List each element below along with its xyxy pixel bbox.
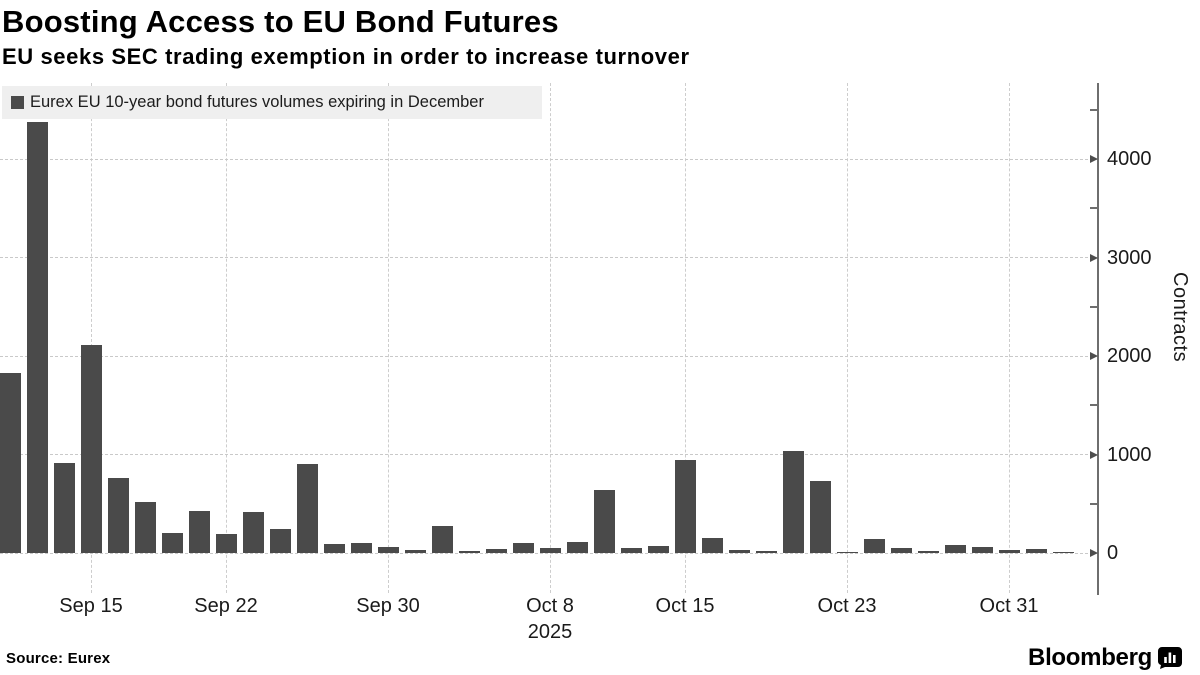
bar — [917, 550, 939, 553]
bar — [593, 489, 615, 553]
x-tick-label: Oct 31 — [979, 595, 1039, 617]
y-axis-line — [1097, 83, 1099, 595]
y-tick-label: 1000 — [1107, 443, 1152, 466]
bar — [971, 547, 993, 553]
x-gridline — [225, 83, 227, 593]
y-tick-arrow-icon — [1090, 253, 1098, 262]
y-minor-tick — [1090, 404, 1098, 407]
bar — [944, 545, 966, 553]
legend: Eurex EU 10-year bond futures volumes ex… — [2, 86, 542, 119]
bar — [458, 551, 480, 553]
x-axis-year-label: 2025 — [527, 621, 573, 643]
bar — [53, 463, 75, 553]
x-gridline — [846, 83, 848, 593]
y-minor-tick — [1090, 108, 1098, 111]
bar — [836, 551, 858, 553]
bar — [728, 550, 750, 553]
chart-title: Boosting Access to EU Bond Futures — [2, 4, 559, 39]
x-gridline — [387, 83, 389, 593]
legend-swatch-icon — [11, 96, 24, 109]
y-gridline — [0, 158, 1098, 160]
brand-mark: Bloomberg — [1028, 644, 1182, 672]
x-tick-label: Sep 22 — [194, 595, 258, 617]
bar — [80, 345, 102, 553]
source-note: Source: Eurex — [6, 650, 111, 667]
y-gridline — [0, 454, 1098, 455]
bar — [566, 542, 588, 553]
bar — [485, 549, 507, 553]
x-tick-label: Oct 8 — [526, 595, 574, 617]
bar — [215, 534, 237, 553]
y-gridline — [0, 552, 1098, 554]
bar — [431, 525, 453, 553]
bar — [809, 481, 831, 553]
bar — [512, 543, 534, 553]
bar — [107, 478, 129, 553]
y-tick-arrow-icon — [1090, 155, 1098, 163]
bar — [782, 450, 804, 553]
x-gridline — [684, 83, 686, 593]
bar — [863, 538, 885, 553]
bar — [161, 533, 183, 553]
y-minor-tick — [1090, 207, 1098, 210]
y-gridline — [0, 257, 1098, 258]
y-tick-arrow-icon — [1090, 352, 1098, 360]
y-tick-label: 2000 — [1107, 345, 1152, 367]
y-tick-label: 4000 — [1107, 148, 1152, 170]
y-tick-arrow-icon — [1090, 450, 1098, 459]
x-tick-label: Sep 15 — [59, 595, 123, 617]
bar — [269, 528, 291, 553]
y-minor-tick — [1090, 502, 1098, 505]
bar — [1025, 549, 1047, 553]
bloomberg-chart-icon — [1158, 647, 1182, 669]
bar — [998, 550, 1020, 553]
bar — [350, 543, 372, 553]
brand-wordmark: Bloomberg — [1028, 644, 1152, 671]
bar — [701, 538, 723, 553]
bar — [647, 546, 669, 553]
y-axis-title: Contracts — [1169, 272, 1191, 363]
bar — [755, 551, 777, 553]
y-tick-label: 3000 — [1107, 246, 1152, 269]
bar — [134, 501, 156, 553]
y-minor-tick — [1090, 305, 1098, 308]
y-gridline — [0, 355, 1098, 357]
y-tick-arrow-icon — [1090, 549, 1098, 557]
bar — [539, 547, 561, 553]
bar — [242, 511, 264, 553]
x-gridline — [90, 83, 92, 593]
chart-subtitle: EU seeks SEC trading exemption in order … — [2, 44, 690, 69]
x-gridline — [549, 83, 551, 593]
bar — [674, 460, 696, 553]
bar — [1052, 551, 1074, 553]
bar — [26, 121, 48, 553]
bar — [377, 546, 399, 553]
bar — [296, 464, 318, 553]
x-tick-label: Sep 30 — [356, 595, 420, 617]
bar — [188, 510, 210, 553]
x-gridline — [1008, 83, 1010, 593]
legend-label: Eurex EU 10-year bond futures volumes ex… — [30, 93, 484, 111]
x-tick-label: Oct 15 — [655, 595, 715, 617]
bar — [323, 544, 345, 553]
x-tick-label: Oct 23 — [817, 595, 877, 617]
y-tick-label: 0 — [1107, 542, 1119, 564]
bar — [620, 548, 642, 553]
bar — [404, 550, 426, 553]
bar — [890, 548, 912, 553]
bar — [0, 372, 21, 553]
